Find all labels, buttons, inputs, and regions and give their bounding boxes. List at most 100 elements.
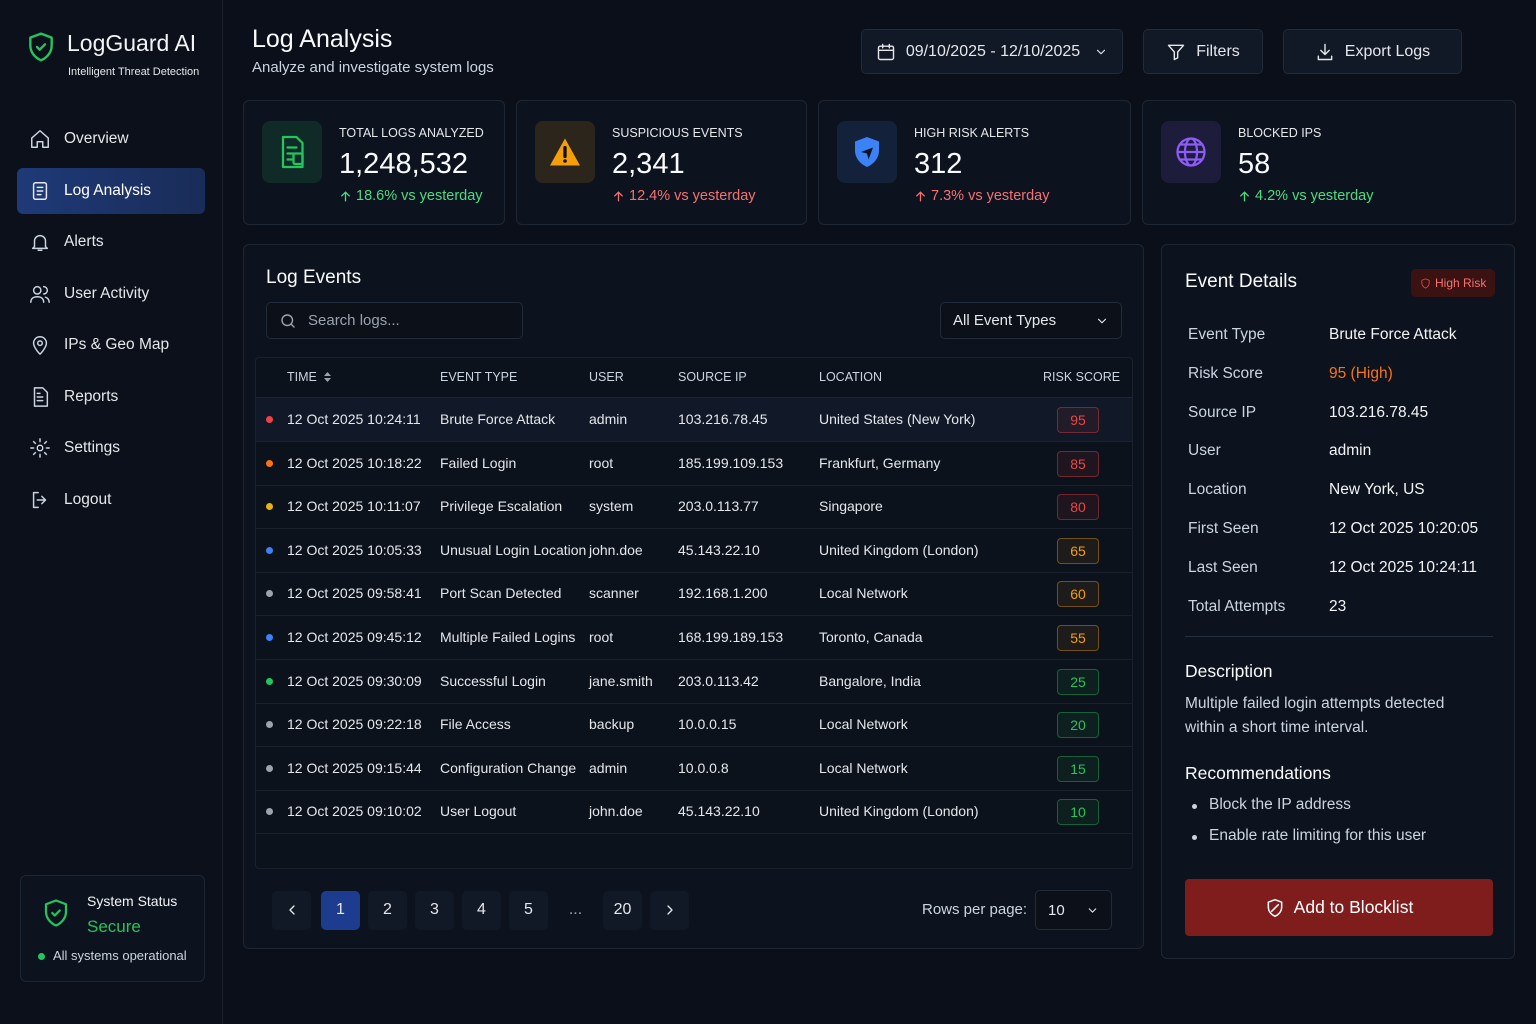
stat-card: BLOCKED IPS 58 4.2% vs yesterday xyxy=(1142,100,1516,225)
column-header: LOCATION xyxy=(819,370,882,384)
source-ip-cell: 185.199.109.153 xyxy=(678,454,784,471)
event-type-cell: Successful Login xyxy=(440,672,546,689)
column-header: TIME xyxy=(287,370,332,384)
nav-item[interactable]: User Activity xyxy=(17,271,205,317)
page-button[interactable]: ... xyxy=(568,901,583,918)
event-type-cell: Failed Login xyxy=(440,454,517,471)
column-header: RISK SCORE xyxy=(1043,370,1121,384)
location-cell: Singapore xyxy=(819,498,883,515)
stat-icon-box xyxy=(262,121,322,183)
log-row[interactable]: 12 Oct 2025 09:30:09 Successful Login jane… xyxy=(256,660,1132,704)
prev-page[interactable] xyxy=(272,890,311,930)
divider xyxy=(1185,636,1493,637)
rows-per-page-value: 10 xyxy=(1048,901,1065,919)
location-cell: United Kingdom (London) xyxy=(819,541,979,558)
nav-item[interactable]: Logout xyxy=(17,477,205,523)
trend-arrow xyxy=(341,191,350,201)
trend-arrow xyxy=(614,191,623,201)
nav-icon xyxy=(32,181,48,200)
next-page[interactable] xyxy=(650,890,689,930)
brand-logo xyxy=(29,32,53,62)
filter-icon xyxy=(1168,44,1185,60)
page-button[interactable]: 4 xyxy=(462,890,501,930)
nav-label: Alerts xyxy=(64,233,104,250)
source-ip-cell: 45.143.22.10 xyxy=(678,541,760,558)
nav-icon xyxy=(31,130,49,148)
page-button[interactable]: 2 xyxy=(368,890,407,930)
date-range-picker[interactable]: 09/10/2025 - 12/10/2025 xyxy=(861,29,1123,74)
status-dot xyxy=(266,546,273,554)
log-row[interactable]: 12 Oct 2025 10:11:07 Privilege Escalation… xyxy=(256,485,1132,530)
risk-badge: High Risk xyxy=(1411,269,1496,297)
column-header: SOURCE IP xyxy=(678,370,747,384)
time-cell: 12 Oct 2025 09:30:09 xyxy=(287,672,422,689)
bullet xyxy=(1192,804,1197,809)
filters-button[interactable]: Filters xyxy=(1143,29,1263,74)
blocklist-icon xyxy=(1267,898,1283,917)
log-row[interactable]: 12 Oct 2025 10:18:22 Failed Login root 185.… xyxy=(256,442,1132,486)
chevron xyxy=(1097,49,1106,54)
status-icon xyxy=(44,899,68,927)
pagination: 1 2 3 4 5... 20 xyxy=(272,890,692,930)
search-input[interactable]: Search logs... xyxy=(266,302,523,339)
status-dot xyxy=(38,953,45,960)
recommendation: Enable rate limiting for this user xyxy=(1209,827,1427,844)
log-row[interactable]: 12 Oct 2025 09:15:44 Configuration Change… xyxy=(256,747,1132,791)
add-to-blocklist-button[interactable]: Add to Blocklist xyxy=(1185,879,1493,936)
user-cell: root xyxy=(589,629,614,645)
log-table: TIME EVENT TYPE USER SOURCE IP LOCATION RISK … xyxy=(255,357,1133,869)
nav-icon xyxy=(32,491,47,508)
source-ip-cell: 168.199.189.153 xyxy=(678,629,784,645)
page-button[interactable]: 3 xyxy=(415,890,454,930)
nav-item[interactable]: Reports xyxy=(17,374,205,420)
details-title: Event Details xyxy=(1185,271,1297,292)
field-value: 12 Oct 2025 10:24:11 xyxy=(1329,558,1477,576)
location-cell: United States (New York) xyxy=(819,411,976,427)
status-note: All systems operational xyxy=(53,948,187,963)
field-label: First Seen xyxy=(1188,520,1259,537)
nav-item[interactable]: Overview xyxy=(17,116,205,162)
log-row[interactable]: 12 Oct 2025 10:05:33 Unusual Login Locati… xyxy=(256,529,1132,573)
user-cell: admin xyxy=(589,411,628,427)
page-button[interactable]: 5 xyxy=(509,890,548,930)
trend-arrow xyxy=(1240,191,1249,201)
export-label: Export Logs xyxy=(1344,42,1431,60)
page-button[interactable]: 20 xyxy=(603,890,642,930)
log-row[interactable]: 12 Oct 2025 10:24:11 Brute Force Attack ad… xyxy=(256,398,1132,442)
nav-item[interactable]: Settings xyxy=(17,425,205,471)
time-cell: 12 Oct 2025 09:58:41 xyxy=(287,585,422,602)
user-cell: john.doe xyxy=(589,541,643,558)
stat-icon-box xyxy=(535,121,595,183)
nav-icon xyxy=(30,285,50,303)
column-header: EVENT TYPE xyxy=(440,370,518,384)
log-row[interactable]: 12 Oct 2025 09:10:02 User Logout john.doe 4… xyxy=(256,790,1132,835)
field-label: Last Seen xyxy=(1188,558,1258,576)
nav-item[interactable]: IPs & Geo Map xyxy=(17,322,205,368)
stat-change-text: 4.2% vs yesterday xyxy=(1255,188,1374,204)
location-cell: Frankfurt, Germany xyxy=(819,454,941,471)
page-button[interactable]: 1 xyxy=(321,890,360,930)
export-button[interactable]: Export Logs xyxy=(1283,29,1462,74)
time-cell: 12 Oct 2025 10:05:33 xyxy=(287,541,422,558)
log-row[interactable]: 12 Oct 2025 09:22:18 File Access backup 10.… xyxy=(256,703,1132,748)
stat-change: 4.2% vs yesterday xyxy=(1238,188,1373,204)
time-cell: 12 Oct 2025 09:22:18 xyxy=(287,716,422,733)
event-type-select[interactable]: All Event Types xyxy=(940,302,1122,339)
stat-value: 58 xyxy=(1238,148,1271,180)
chevron-left xyxy=(288,905,295,915)
stat-card: HIGH RISK ALERTS 312 7.3% vs yesterday xyxy=(818,100,1131,225)
event-type-cell: User Logout xyxy=(440,803,517,820)
rows-per-page-select[interactable]: 10 xyxy=(1035,890,1112,930)
sort-icon[interactable] xyxy=(323,371,332,383)
event-type-cell: Unusual Login Location xyxy=(440,541,587,558)
page-title: Log Analysis xyxy=(252,25,393,53)
event-details-panel: Event Details High Risk Event Type Brute Fo… xyxy=(1161,244,1515,959)
location-cell: Local Network xyxy=(819,759,908,776)
log-row[interactable]: 12 Oct 2025 09:58:41 Port Scan Detected sc… xyxy=(256,572,1132,617)
nav-label: IPs & Geo Map xyxy=(64,336,170,353)
stat-change: 18.6% vs yesterday xyxy=(339,188,483,204)
log-row[interactable]: 12 Oct 2025 09:45:12 Multiple Failed Logi… xyxy=(256,616,1132,660)
nav-item[interactable]: Alerts xyxy=(17,219,205,265)
nav-item[interactable]: Log Analysis xyxy=(17,167,205,214)
